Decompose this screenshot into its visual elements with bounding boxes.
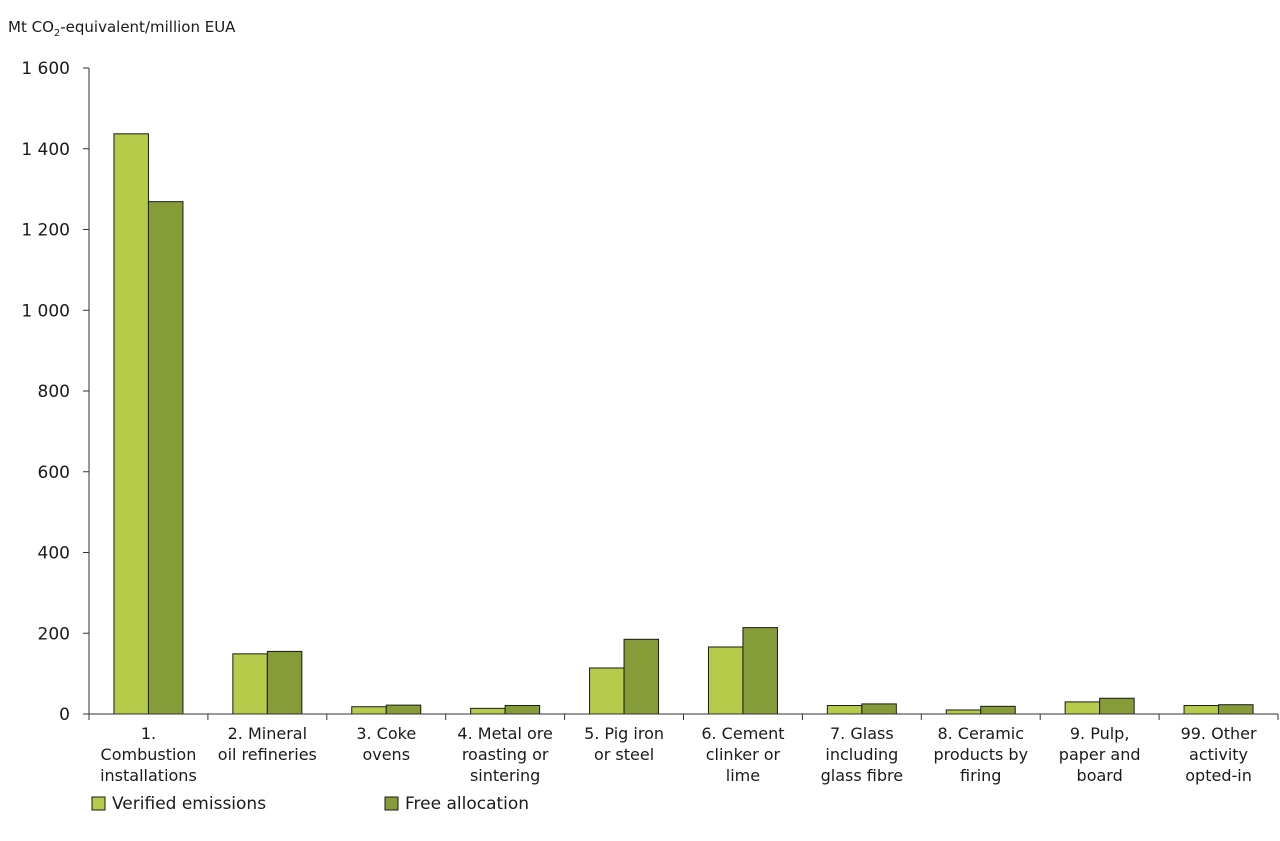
x-category-label: 1. Combustion installations	[100, 724, 197, 785]
x-category-label: 4. Metal ore roasting or sintering	[457, 724, 552, 785]
x-axis: 1. Combustion installations 2. Mineral oil r…	[88, 713, 1279, 785]
bar-verified-emissions	[826, 705, 863, 715]
bar-verified-emissions	[707, 646, 744, 715]
x-category-label: 7. Glass including glass fibre	[821, 724, 903, 785]
bar-verified-emissions	[945, 709, 982, 715]
bar-free-allocation	[623, 638, 660, 715]
legend-label: Verified emissions	[112, 794, 266, 814]
y-tick-label: 800	[38, 382, 70, 402]
bar-free-allocation	[980, 705, 1016, 715]
legend-swatch	[91, 796, 106, 811]
y-tick-label: 200	[38, 624, 70, 644]
bar-free-allocation	[1218, 704, 1254, 715]
bar-verified-emissions	[1183, 705, 1220, 715]
bar-verified-emissions	[470, 707, 506, 715]
y-tick-label: 0	[59, 705, 70, 725]
x-category-label: 2. Mineral oil refineries	[218, 724, 317, 764]
bars	[113, 133, 1254, 715]
y-tick-label: 1 200	[21, 221, 70, 241]
y-tick-label: 1 600	[21, 59, 70, 79]
y-tick-label: 600	[38, 463, 70, 483]
y-tick-label: 400	[38, 544, 70, 564]
x-category-label: 5. Pig iron or steel	[584, 724, 664, 764]
legend: Verified emissions Free allocation	[91, 794, 529, 814]
bar-verified-emissions	[351, 706, 387, 715]
bar-free-allocation	[147, 201, 184, 715]
bar-free-allocation	[861, 703, 897, 715]
bar-verified-emissions	[1064, 701, 1101, 715]
y-axis-unit-label: Mt CO2-equivalent/million EUA	[8, 18, 236, 39]
y-axis-unit-text: Mt CO2-equivalent/million EUA	[8, 18, 236, 39]
x-category-label: 3. Coke ovens	[356, 724, 416, 764]
legend-swatch	[384, 796, 399, 811]
bar-free-allocation	[1099, 697, 1135, 715]
bar-free-allocation	[504, 705, 541, 715]
bar-verified-emissions	[232, 653, 268, 715]
bar-free-allocation	[266, 650, 303, 715]
bar-verified-emissions	[589, 667, 625, 715]
bar-free-allocation	[742, 627, 778, 715]
bar-free-allocation	[385, 704, 422, 715]
x-category-label: 99. Other activity opted-in	[1181, 724, 1257, 785]
x-category-label: 9. Pulp, paper and board	[1059, 724, 1141, 785]
legend-label: Free allocation	[405, 794, 529, 814]
y-tick-label: 1 000	[21, 301, 70, 321]
y-axis: 0 200 400 600 800 1 000 1 200 1 400 1 600	[21, 59, 90, 725]
y-tick-label: 1 400	[21, 140, 70, 160]
bar-verified-emissions	[113, 133, 149, 715]
x-category-label: 6. Cement clinker or lime	[701, 724, 784, 785]
x-category-label: 8. Ceramic products by firing	[933, 724, 1028, 785]
